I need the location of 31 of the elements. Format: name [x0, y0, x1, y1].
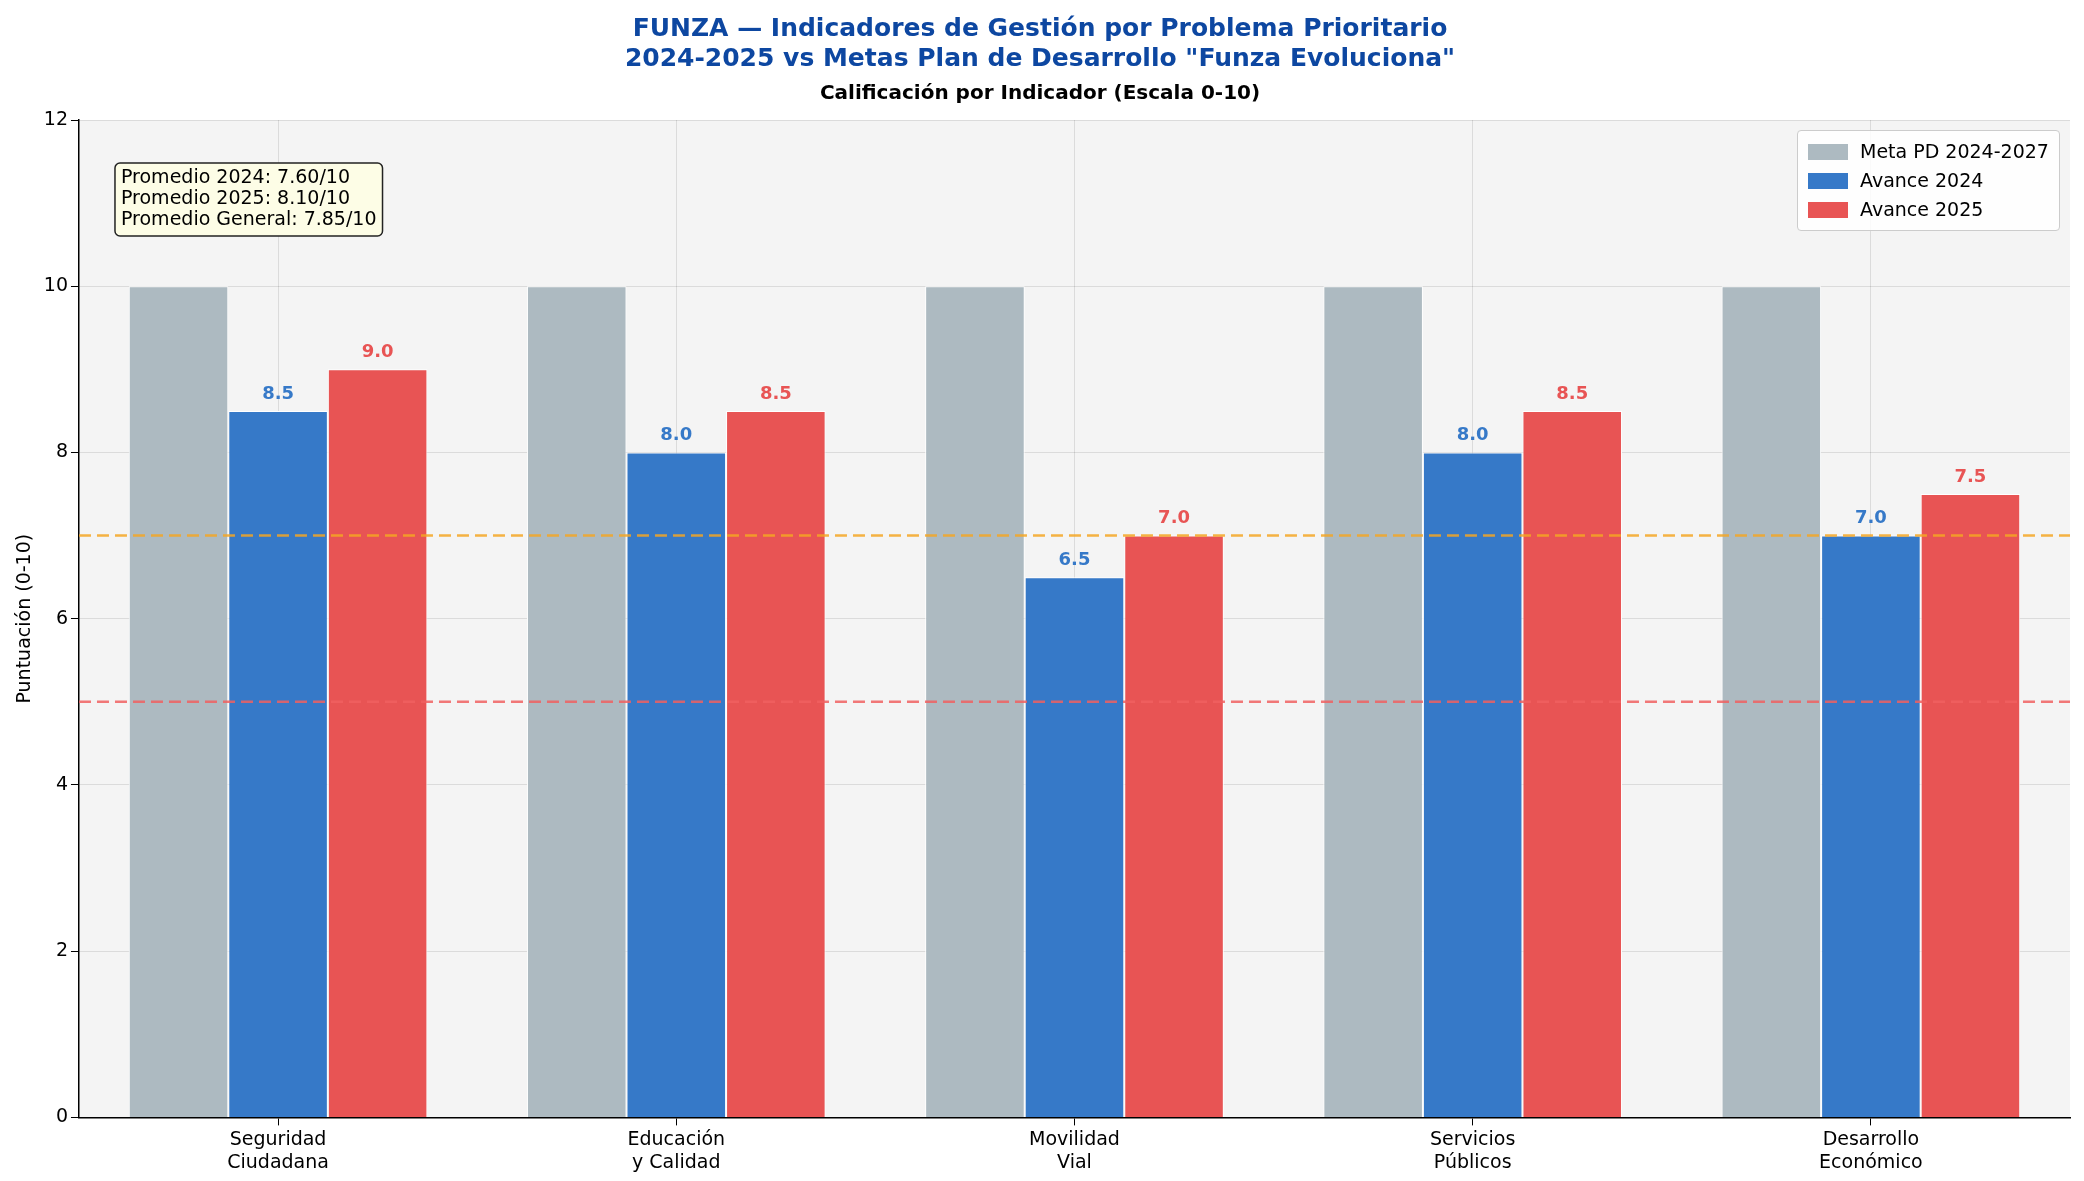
- chart-title: FUNZA — Indicadores de Gestión por Problema Prioritario 2024-2025 vs Metas Plan de Desarrollo "Funza Evoluciona": [624, 12, 1456, 72]
- y-tick-label: 12: [43, 106, 68, 129]
- y-tick-label: 4: [55, 771, 68, 794]
- x-tick-label: Seguridad Ciudadana: [227, 1126, 329, 1172]
- annotation: Promedio 2025: 8.10/10: [120, 186, 351, 209]
- data-label: 6.5: [1058, 547, 1091, 569]
- data-label: 7.0: [1854, 506, 1887, 528]
- x-tick-label: Educación y Calidad: [627, 1126, 726, 1172]
- y-tick-label: 0: [55, 1104, 68, 1127]
- y-tick-label: 6: [55, 605, 68, 628]
- y-axis-title: Puntuación (0-10): [12, 533, 35, 704]
- data-label: 7.5: [1954, 464, 1987, 486]
- legend-label: Avance 2024: [1859, 168, 1985, 193]
- data-label: 8.0: [660, 423, 693, 445]
- data-label: 9.0: [361, 340, 394, 362]
- y-tick-label: 8: [55, 439, 68, 462]
- x-tick-label: Servicios Públicos: [1430, 1126, 1516, 1172]
- y-tick-label: 2: [55, 938, 68, 961]
- data-label: 8.5: [262, 381, 295, 403]
- legend-label: Meta PD 2024-2027: [1859, 139, 2049, 164]
- x-tick-label: Desarrollo Económico: [1819, 1126, 1923, 1172]
- x-tick-label: Movilidad Vial: [1029, 1126, 1120, 1172]
- annotation: Promedio General: 7.85/10: [120, 207, 377, 230]
- data-label: 8.5: [1556, 381, 1589, 403]
- legend-label: Avance 2025: [1859, 197, 1985, 222]
- annotation: Promedio 2024: 7.60/10: [120, 165, 351, 188]
- chart-subtitle: Calificación por Indicador (Escala 0-10): [819, 80, 1261, 105]
- data-label: 8.5: [759, 381, 792, 403]
- y-tick-label: 10: [43, 273, 68, 296]
- data-label: 8.0: [1456, 423, 1489, 445]
- data-label: 7.0: [1158, 506, 1190, 528]
